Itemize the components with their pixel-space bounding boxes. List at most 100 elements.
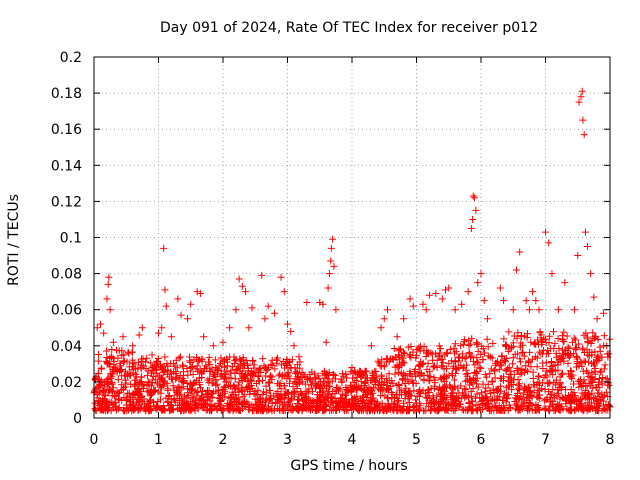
background-point (303, 374, 311, 382)
background-point (189, 370, 197, 378)
background-point (558, 346, 566, 354)
background-point (527, 338, 535, 346)
background-point (403, 375, 411, 383)
background-point (131, 382, 139, 390)
background-point (333, 384, 341, 392)
background-point (501, 358, 509, 366)
background-point (487, 407, 495, 415)
data-point (383, 306, 391, 314)
background-point (384, 386, 392, 394)
background-point (401, 389, 409, 397)
background-point (240, 362, 248, 370)
background-point (437, 395, 445, 403)
background-point (450, 382, 458, 390)
background-scatter (90, 328, 614, 415)
background-point (582, 386, 590, 394)
background-point (509, 342, 517, 350)
background-point (240, 397, 248, 405)
data-point (348, 363, 356, 371)
background-point (545, 339, 553, 347)
data-point (290, 342, 298, 350)
y-axis: 0 0.02 0.04 0.06 0.08 0.1 0.12 0.14 0.16 0.18 0.2 (51, 50, 610, 427)
background-point (580, 406, 588, 414)
background-point (198, 388, 206, 396)
background-point (542, 396, 550, 404)
background-point (359, 403, 367, 411)
background-point (556, 395, 564, 403)
background-point (105, 404, 113, 412)
background-point (300, 371, 308, 379)
background-point (443, 373, 451, 381)
background-point (336, 401, 344, 409)
background-point (435, 352, 443, 360)
background-point (350, 379, 358, 387)
background-point (559, 405, 567, 413)
background-point (99, 386, 107, 394)
x-tick-label: 0 (90, 432, 99, 448)
background-point (533, 363, 541, 371)
background-point (313, 381, 321, 389)
background-point (269, 361, 277, 369)
data-point (406, 295, 414, 303)
background-point (464, 392, 472, 400)
background-point (158, 406, 166, 414)
data-point (264, 302, 272, 310)
background-point (506, 345, 514, 353)
background-point (120, 357, 128, 365)
background-point (129, 394, 137, 402)
background-point (101, 392, 109, 400)
background-point (203, 386, 211, 394)
background-point (564, 392, 572, 400)
background-point (153, 405, 161, 413)
background-point (395, 369, 403, 377)
background-point (545, 406, 553, 414)
background-point (163, 380, 171, 388)
data-point (472, 206, 480, 214)
background-point (157, 389, 165, 397)
background-point (399, 358, 407, 366)
x-tick-label: 1 (154, 432, 163, 448)
background-point (495, 402, 503, 410)
data-point (542, 228, 549, 236)
background-point (546, 379, 554, 387)
background-point (331, 372, 339, 380)
background-point (539, 365, 547, 373)
y-tick-label: 0.12 (51, 194, 82, 210)
background-point (481, 371, 489, 379)
background-point (223, 362, 231, 370)
background-point (501, 405, 509, 413)
background-point (498, 352, 506, 360)
background-point (560, 328, 568, 336)
background-point (506, 403, 514, 411)
background-point (593, 402, 601, 410)
background-point (395, 381, 403, 389)
background-point (186, 357, 194, 365)
background-point (439, 385, 447, 393)
background-point (461, 406, 469, 414)
background-point (518, 365, 526, 373)
background-point (342, 374, 350, 382)
background-point (424, 394, 432, 402)
data-point (232, 306, 240, 314)
y-tick-label: 0.06 (51, 303, 82, 319)
background-point (587, 339, 595, 347)
background-point (395, 362, 403, 370)
background-point (416, 401, 424, 409)
data-point (242, 288, 250, 296)
background-point (289, 383, 297, 391)
background-point (280, 382, 288, 390)
background-point (116, 367, 124, 375)
background-point (424, 359, 432, 367)
background-point (397, 345, 405, 353)
background-point (450, 376, 458, 384)
background-point (546, 368, 554, 376)
background-point (467, 378, 475, 386)
y-tick-label: 0.08 (51, 267, 82, 283)
background-point (552, 376, 560, 384)
background-point (517, 358, 525, 366)
background-point (520, 352, 528, 360)
background-point (378, 356, 386, 364)
background-point (425, 386, 433, 394)
background-point (344, 386, 352, 394)
background-point (141, 358, 149, 366)
